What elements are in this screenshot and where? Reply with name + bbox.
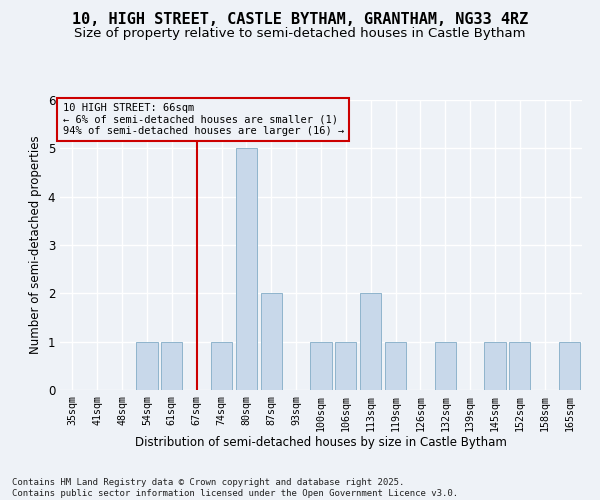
Bar xyxy=(360,294,381,390)
Bar xyxy=(335,342,356,390)
Bar xyxy=(136,342,158,390)
Bar xyxy=(385,342,406,390)
Y-axis label: Number of semi-detached properties: Number of semi-detached properties xyxy=(29,136,42,354)
Bar xyxy=(261,294,282,390)
Text: 10 HIGH STREET: 66sqm
← 6% of semi-detached houses are smaller (1)
94% of semi-d: 10 HIGH STREET: 66sqm ← 6% of semi-detac… xyxy=(62,103,344,136)
Bar xyxy=(559,342,580,390)
Bar xyxy=(484,342,506,390)
Text: Size of property relative to semi-detached houses in Castle Bytham: Size of property relative to semi-detach… xyxy=(74,28,526,40)
Bar xyxy=(435,342,456,390)
Bar xyxy=(161,342,182,390)
Bar xyxy=(211,342,232,390)
Text: Contains HM Land Registry data © Crown copyright and database right 2025.
Contai: Contains HM Land Registry data © Crown c… xyxy=(12,478,458,498)
X-axis label: Distribution of semi-detached houses by size in Castle Bytham: Distribution of semi-detached houses by … xyxy=(135,436,507,450)
Text: 10, HIGH STREET, CASTLE BYTHAM, GRANTHAM, NG33 4RZ: 10, HIGH STREET, CASTLE BYTHAM, GRANTHAM… xyxy=(72,12,528,28)
Bar xyxy=(236,148,257,390)
Bar xyxy=(509,342,530,390)
Bar xyxy=(310,342,332,390)
